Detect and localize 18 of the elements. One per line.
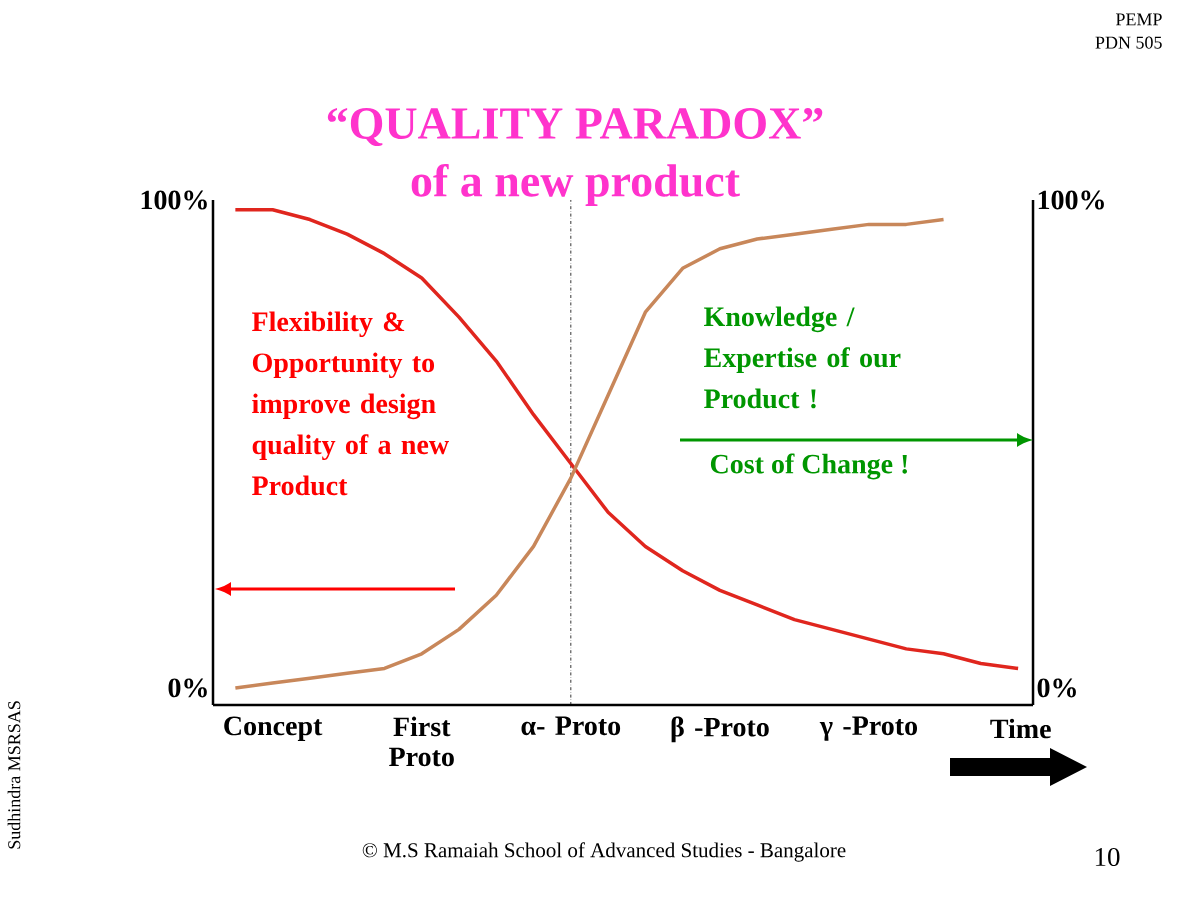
annotation: Flexibility & Opportunity to improve design quality of a new Product (252, 311, 449, 496)
annotation: Knowledge / Expertise of our Product ! (704, 306, 901, 409)
annotation: Cost of Change ! (710, 453, 907, 480)
text: PEMP (1115, 13, 1162, 26)
y2-tick-label: 0% (1037, 678, 1076, 698)
y2-tick-label: 100% (1038, 190, 1104, 210)
text: Sudhindra MSRSAS (7, 701, 21, 849)
x-tick-label: γ -Proto (819, 716, 918, 741)
x-axis-title: Time (990, 718, 1051, 739)
x-tick-label: β -Proto (671, 716, 769, 743)
text: 10 (1095, 847, 1120, 867)
text: © M.S Ramaiah School of Advanced Studies - Bangalore (362, 842, 846, 862)
chart-title: “QUALITY PARADOX” (327, 107, 823, 147)
chart-subtitle: of a new product (411, 163, 740, 207)
x-tick-label: α- Proto (521, 716, 621, 736)
x-tick-label: Concept (224, 716, 323, 742)
x-tick-label: First Proto (389, 716, 454, 767)
text: PDN 505 (1095, 36, 1162, 49)
